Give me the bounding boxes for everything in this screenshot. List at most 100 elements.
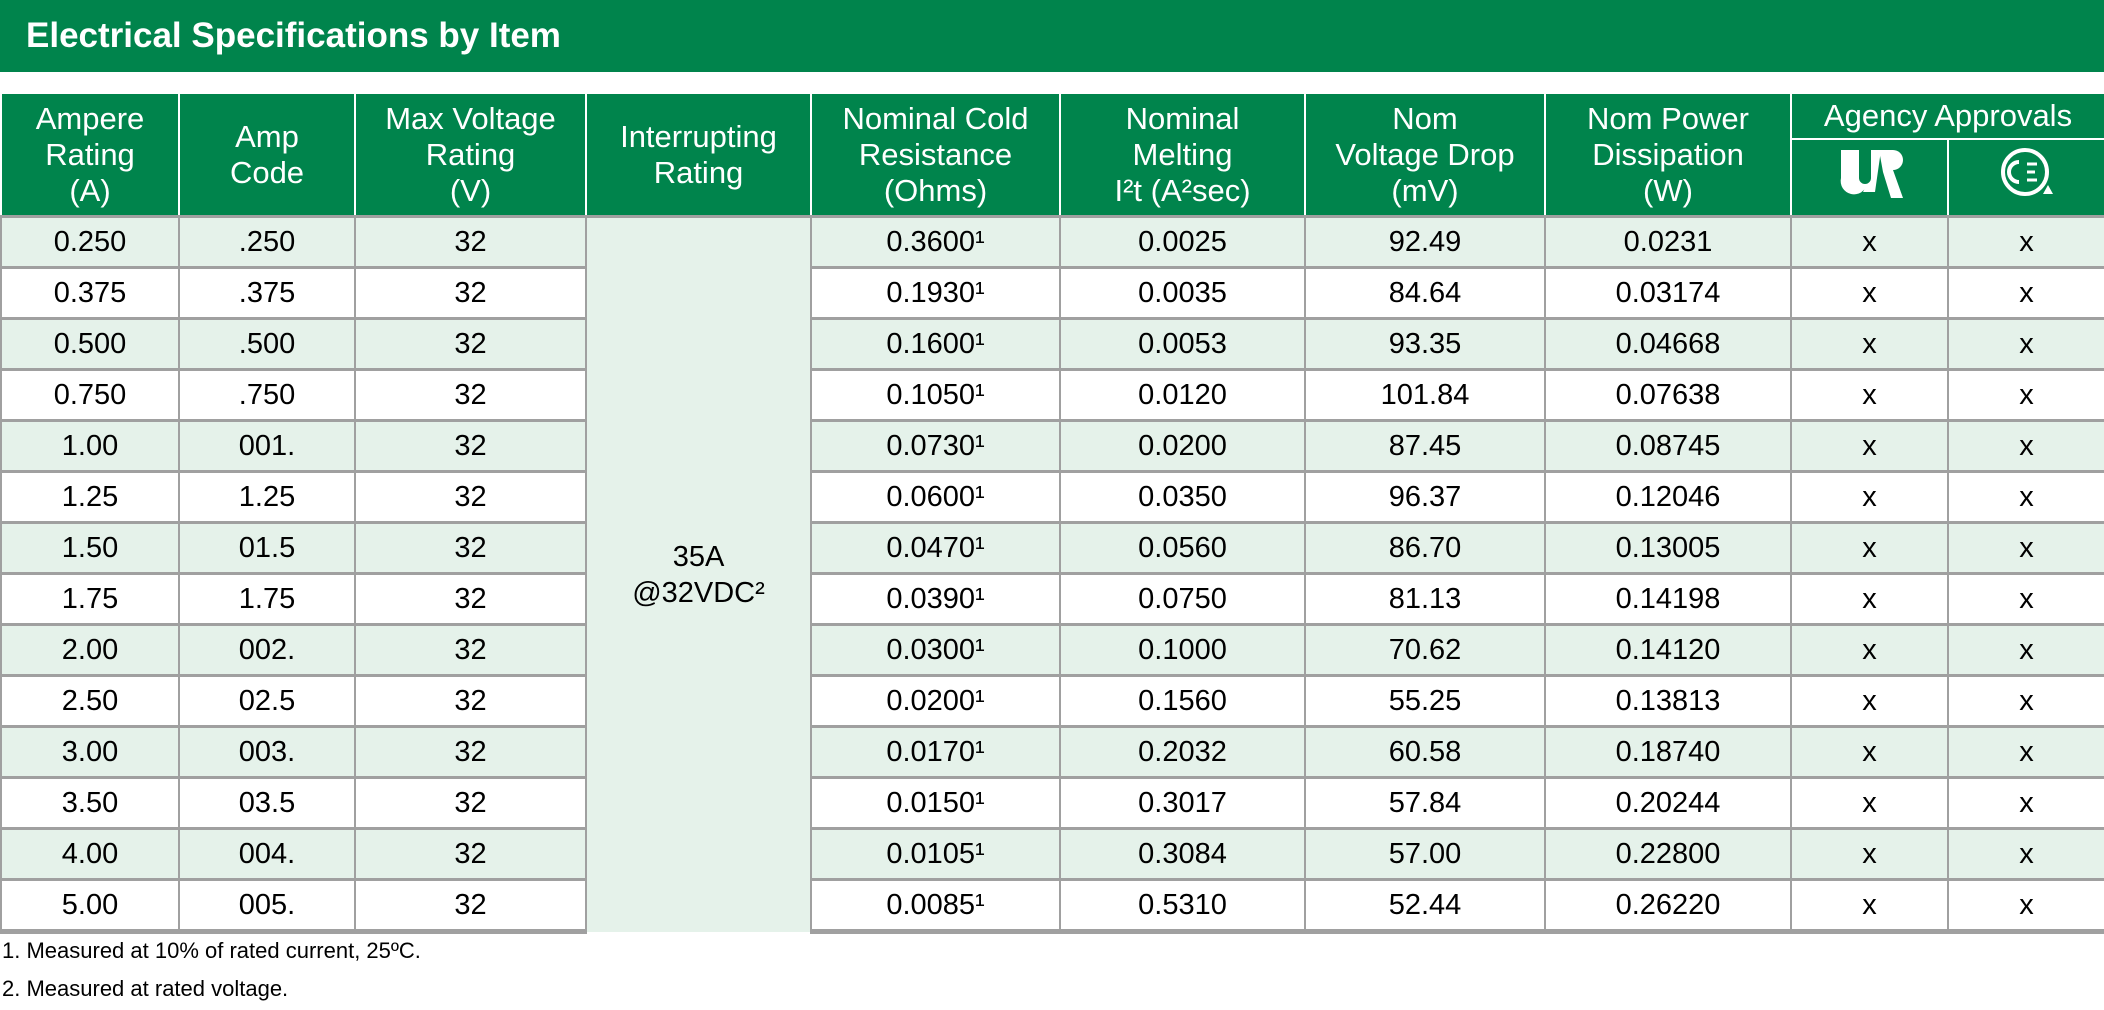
cell: 32 [354,215,587,268]
cell: 32 [354,266,587,319]
cell: 55.25 [1304,674,1546,727]
cell: 0.08745 [1544,419,1792,472]
header-row: Ampere Rating (A) Amp Code Max Voltage Rating(… [0,94,2104,217]
cell: 0.375 [0,266,180,319]
header-line: Rating [45,136,135,172]
cell: 004. [178,827,356,880]
cell: 0.0300¹ [810,623,1061,676]
cell: 32 [354,623,587,676]
data-row: 5.00 005. 32 0.0085¹ 0.5310 52.44 0.26220 x x [0,878,2104,934]
cell: 2.00 [0,623,180,676]
cell: x [1790,623,1949,676]
cell: 1.75 [0,572,180,625]
cell: 101.84 [1304,368,1546,421]
cell: 001. [178,419,356,472]
header-cell: Nominal Cold Resistance (Ohms) [810,94,1061,217]
cell: 32 [354,317,587,370]
cell: 92.49 [1304,215,1546,268]
header-line: Melting [1132,136,1233,172]
data-row: 2.00 002. 32 0.0300¹ 0.1000 70.62 0.14120 x x [0,623,2104,676]
cell: x [1947,827,2104,880]
data-row: 1.00 001. 32 0.0730¹ 0.0200 87.45 0.08745 x x [0,419,2104,472]
cell: 0.14120 [1544,623,1792,676]
cell: x [1790,419,1949,472]
header-cell: Interrupting Rating [585,94,812,217]
cell: 60.58 [1304,725,1546,778]
cell: x [1947,215,2104,268]
cell: 002. [178,623,356,676]
cell: 1.00 [0,419,180,472]
cell: x [1790,878,1949,934]
header-line: (mV) [1391,172,1459,208]
cell: 0.0730¹ [810,419,1061,472]
cell: 3.00 [0,725,180,778]
cell: 0.1000 [1059,623,1306,676]
cell: x [1947,725,2104,778]
cell: 0.0350 [1059,470,1306,523]
cell: 5.00 [0,878,180,934]
header-line: (A) [69,172,111,208]
cell: 0.3084 [1059,827,1306,880]
cell: x [1790,215,1949,268]
cell: x [1790,674,1949,727]
cell: 32 [354,521,587,574]
cell: x [1947,674,2104,727]
cell: .500 [178,317,356,370]
cell: 86.70 [1304,521,1546,574]
cell: 0.0170¹ [810,725,1061,778]
header-cell: Ampere Rating (A) [0,94,180,217]
header-line: Ampere [35,100,145,136]
header-line: Nom Power [1587,100,1749,136]
cell: 0.04668 [1544,317,1792,370]
header-line: Max Voltage [385,100,556,136]
data-row: 0.250.250 32 35A @32VDC² 0.3600¹ 0.0025 92.49 0… [0,215,2104,932]
cell: 01.5 [178,521,356,574]
cell: 0.0105¹ [810,827,1061,880]
data-row: 1.50 01.5 32 0.0470¹ 0.0560 86.70 0.13005 x x [0,521,2104,574]
data-row: 1.75 1.75 32 0.0390¹ 0.0750 81.13 0.14198 x x [0,572,2104,625]
cell: 52.44 [1304,878,1546,934]
data-row: 4.00 004. 32 0.0105¹ 0.3084 57.00 0.22800 x x [0,827,2104,880]
cell: x [1947,623,2104,676]
cell: 0.26220 [1544,878,1792,934]
cell: 32 [354,419,587,472]
data-row: 0.375.375 32 0.1930¹ 0.0035 84.64 0.03174 x x [0,266,2104,319]
header-cell: Max Voltage Rating (V) [354,94,587,217]
data-row: 3.00 003. 32 0.0170¹ 0.2032 60.58 0.18740 x x [0,725,2104,778]
header-line: Interrupting [620,118,777,154]
header-line: (V) [449,172,492,208]
cell: x [1947,572,2104,625]
footnote: 1. Measured at 10% of rated current, 25º… [2,938,421,963]
cell: x [1947,521,2104,574]
cell: 0.0750 [1059,572,1306,625]
cell: 0.0231 [1544,215,1792,268]
cell: 0.2032 [1059,725,1306,778]
cell: .375 [178,266,356,319]
title: Electrical Specifications by Item [0,0,2104,72]
cell: 0.07638 [1544,368,1792,421]
cell: x [1790,827,1949,880]
cell: 0.0035 [1059,266,1306,319]
header-line: Code [229,154,305,190]
cell: 0.250 [0,215,180,268]
interrupting-line: @32VDC² [632,576,765,609]
cell: x [1790,776,1949,829]
header-line: Rating [425,136,516,172]
cell: 0.0150¹ [810,776,1061,829]
data-row: 3.50 03.5 32 0.0150¹ 0.3017 57.84 0.20244 x x [0,776,2104,829]
cell: 0.500 [0,317,180,370]
cell: 0.13005 [1544,521,1792,574]
cell: 0.0085¹ [810,878,1061,934]
cell: 81.13 [1304,572,1546,625]
header-line: Nominal [1125,100,1240,136]
spec-table: Ampere Rating (A) Amp Code Max Voltage Rating(… [0,94,2104,934]
cell: 03.5 [178,776,356,829]
ul-logo [1790,139,1949,217]
cell: 0.0470¹ [810,521,1061,574]
header-line: Amp [235,118,299,154]
cell: 0.14198 [1544,572,1792,625]
cell: 70.62 [1304,623,1546,676]
interrupting-line: 35A [672,540,725,573]
cell: 0.1050¹ [810,368,1061,421]
data-row: 0.750.750 32 0.1050¹ 0.0120 101.84 0.07638 x x [0,368,2104,421]
